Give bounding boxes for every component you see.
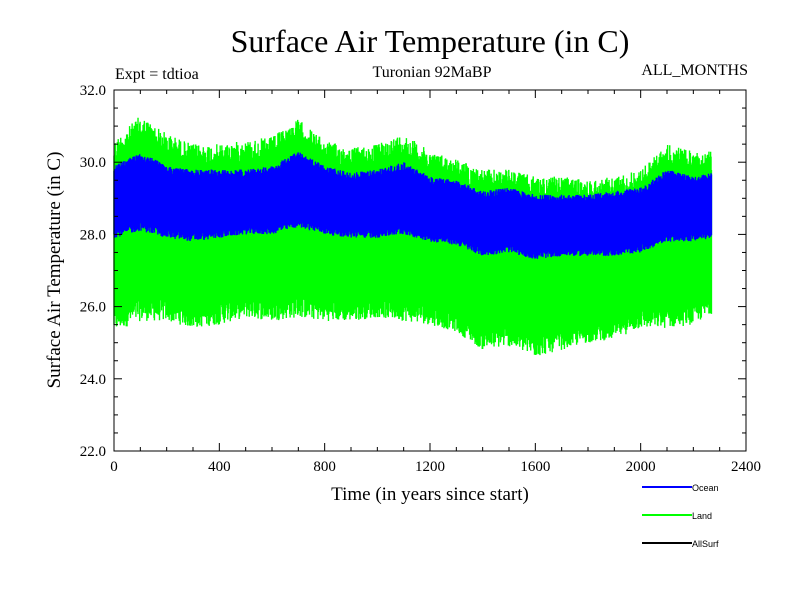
chart-title: Surface Air Temperature (in C)	[231, 23, 630, 59]
ticks-layer: 22.0 24.0 26.0 28.0 30.0 32.0 0 400 800 1200 1600 2…	[80, 83, 761, 475]
x-tick-label: 1200	[415, 459, 445, 475]
y-tick-label: 32.0	[80, 83, 106, 99]
y-tick-label: 26.0	[80, 300, 106, 316]
x-tick-label: 1600	[520, 459, 550, 475]
series-layer	[113, 117, 713, 356]
y-tick-label: 24.0	[80, 372, 106, 388]
x-axis-label: Time (in years since start)	[331, 484, 529, 505]
y-axis-label: Surface Air Temperature (in C)	[44, 152, 65, 389]
x-tick-label: 2400	[731, 459, 761, 475]
x-tick-label: 2000	[626, 459, 656, 475]
legend-label-land: Land	[692, 511, 712, 521]
legend: Ocean Land AllSurf	[642, 483, 719, 549]
expt-label: Expt = tdtioa	[115, 66, 199, 83]
x-tick-label: 400	[208, 459, 231, 475]
x-tick-label: 800	[313, 459, 336, 475]
months-label: ALL_MONTHS	[641, 62, 748, 79]
y-tick-label: 28.0	[80, 227, 106, 243]
chart-subtitle: Turonian 92MaBP	[373, 64, 492, 81]
y-tick-label: 22.0	[80, 444, 106, 460]
x-tick-label: 0	[110, 459, 118, 475]
legend-label-allsurf: AllSurf	[692, 539, 719, 549]
legend-label-ocean: Ocean	[692, 483, 719, 493]
y-tick-label: 30.0	[80, 155, 106, 171]
